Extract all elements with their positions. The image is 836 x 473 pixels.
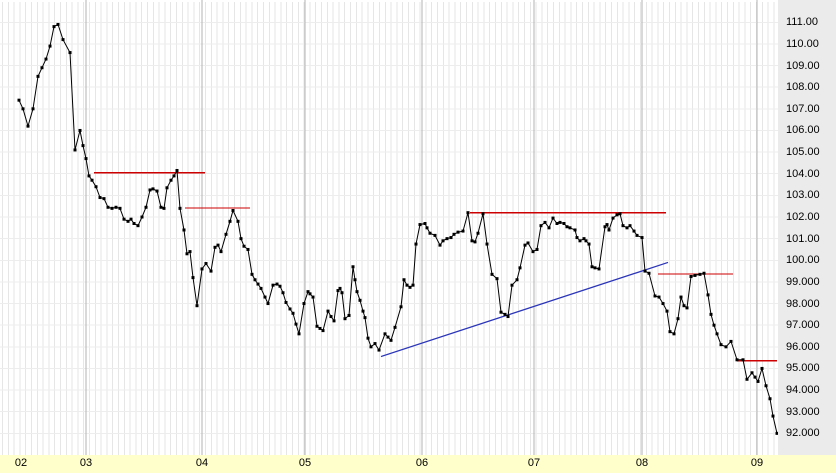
year-gridlines — [85, 0, 758, 455]
x-axis-label: 05 — [298, 457, 312, 469]
x-axis-label: 03 — [79, 457, 93, 469]
price-axis-panel: 111.00 110.00 109.00 108.00 107.00 106.00 105.… — [778, 0, 836, 455]
y-axis-label: 99.000 — [786, 275, 820, 288]
y-axis-label: 104.00 — [786, 167, 820, 180]
y-axis-label: 105.00 — [786, 146, 820, 159]
y-axis-label: 96.000 — [786, 340, 820, 353]
chart-plot-area[interactable] — [0, 0, 779, 455]
y-axis-label: 92.000 — [786, 427, 820, 440]
x-axis-label: 07 — [527, 457, 541, 469]
y-axis-label: 100.00 — [786, 254, 820, 267]
y-axis-label: 103.00 — [786, 189, 820, 202]
data-point-markers — [17, 22, 779, 435]
x-axis-label: 09 — [750, 457, 764, 469]
y-axis-label: 106.00 — [786, 124, 820, 137]
x-axis-label: 04 — [195, 457, 209, 469]
y-axis-label: 109.00 — [786, 59, 820, 72]
y-axis-label: 101.00 — [786, 232, 820, 245]
y-axis-label: 98.000 — [786, 297, 820, 310]
y-axis-label: 110.00 — [786, 37, 819, 50]
y-axis-label: 107.00 — [786, 102, 820, 115]
y-axis-label: 97.000 — [786, 319, 820, 332]
y-axis-label: 108.00 — [786, 81, 820, 94]
y-axis-label: 111.00 — [786, 16, 819, 29]
time-axis-strip: 02 03 04 05 06 07 08 09 — [0, 455, 836, 473]
y-axis-label: 95.000 — [786, 362, 820, 375]
trend-line — [380, 261, 669, 358]
y-axis-label: 94.000 — [786, 384, 820, 397]
resistance-lines — [94, 172, 777, 362]
price-chart — [0, 0, 779, 455]
horizontal-gridlines — [0, 21, 778, 434]
y-axis-label: 102.00 — [786, 211, 820, 223]
minor-gridlines — [2, 2, 775, 455]
x-axis-label: 06 — [415, 457, 429, 469]
x-axis-label: 08 — [635, 457, 649, 469]
y-axis-label: 93.000 — [786, 405, 820, 418]
x-axis-label: 02 — [14, 457, 28, 469]
